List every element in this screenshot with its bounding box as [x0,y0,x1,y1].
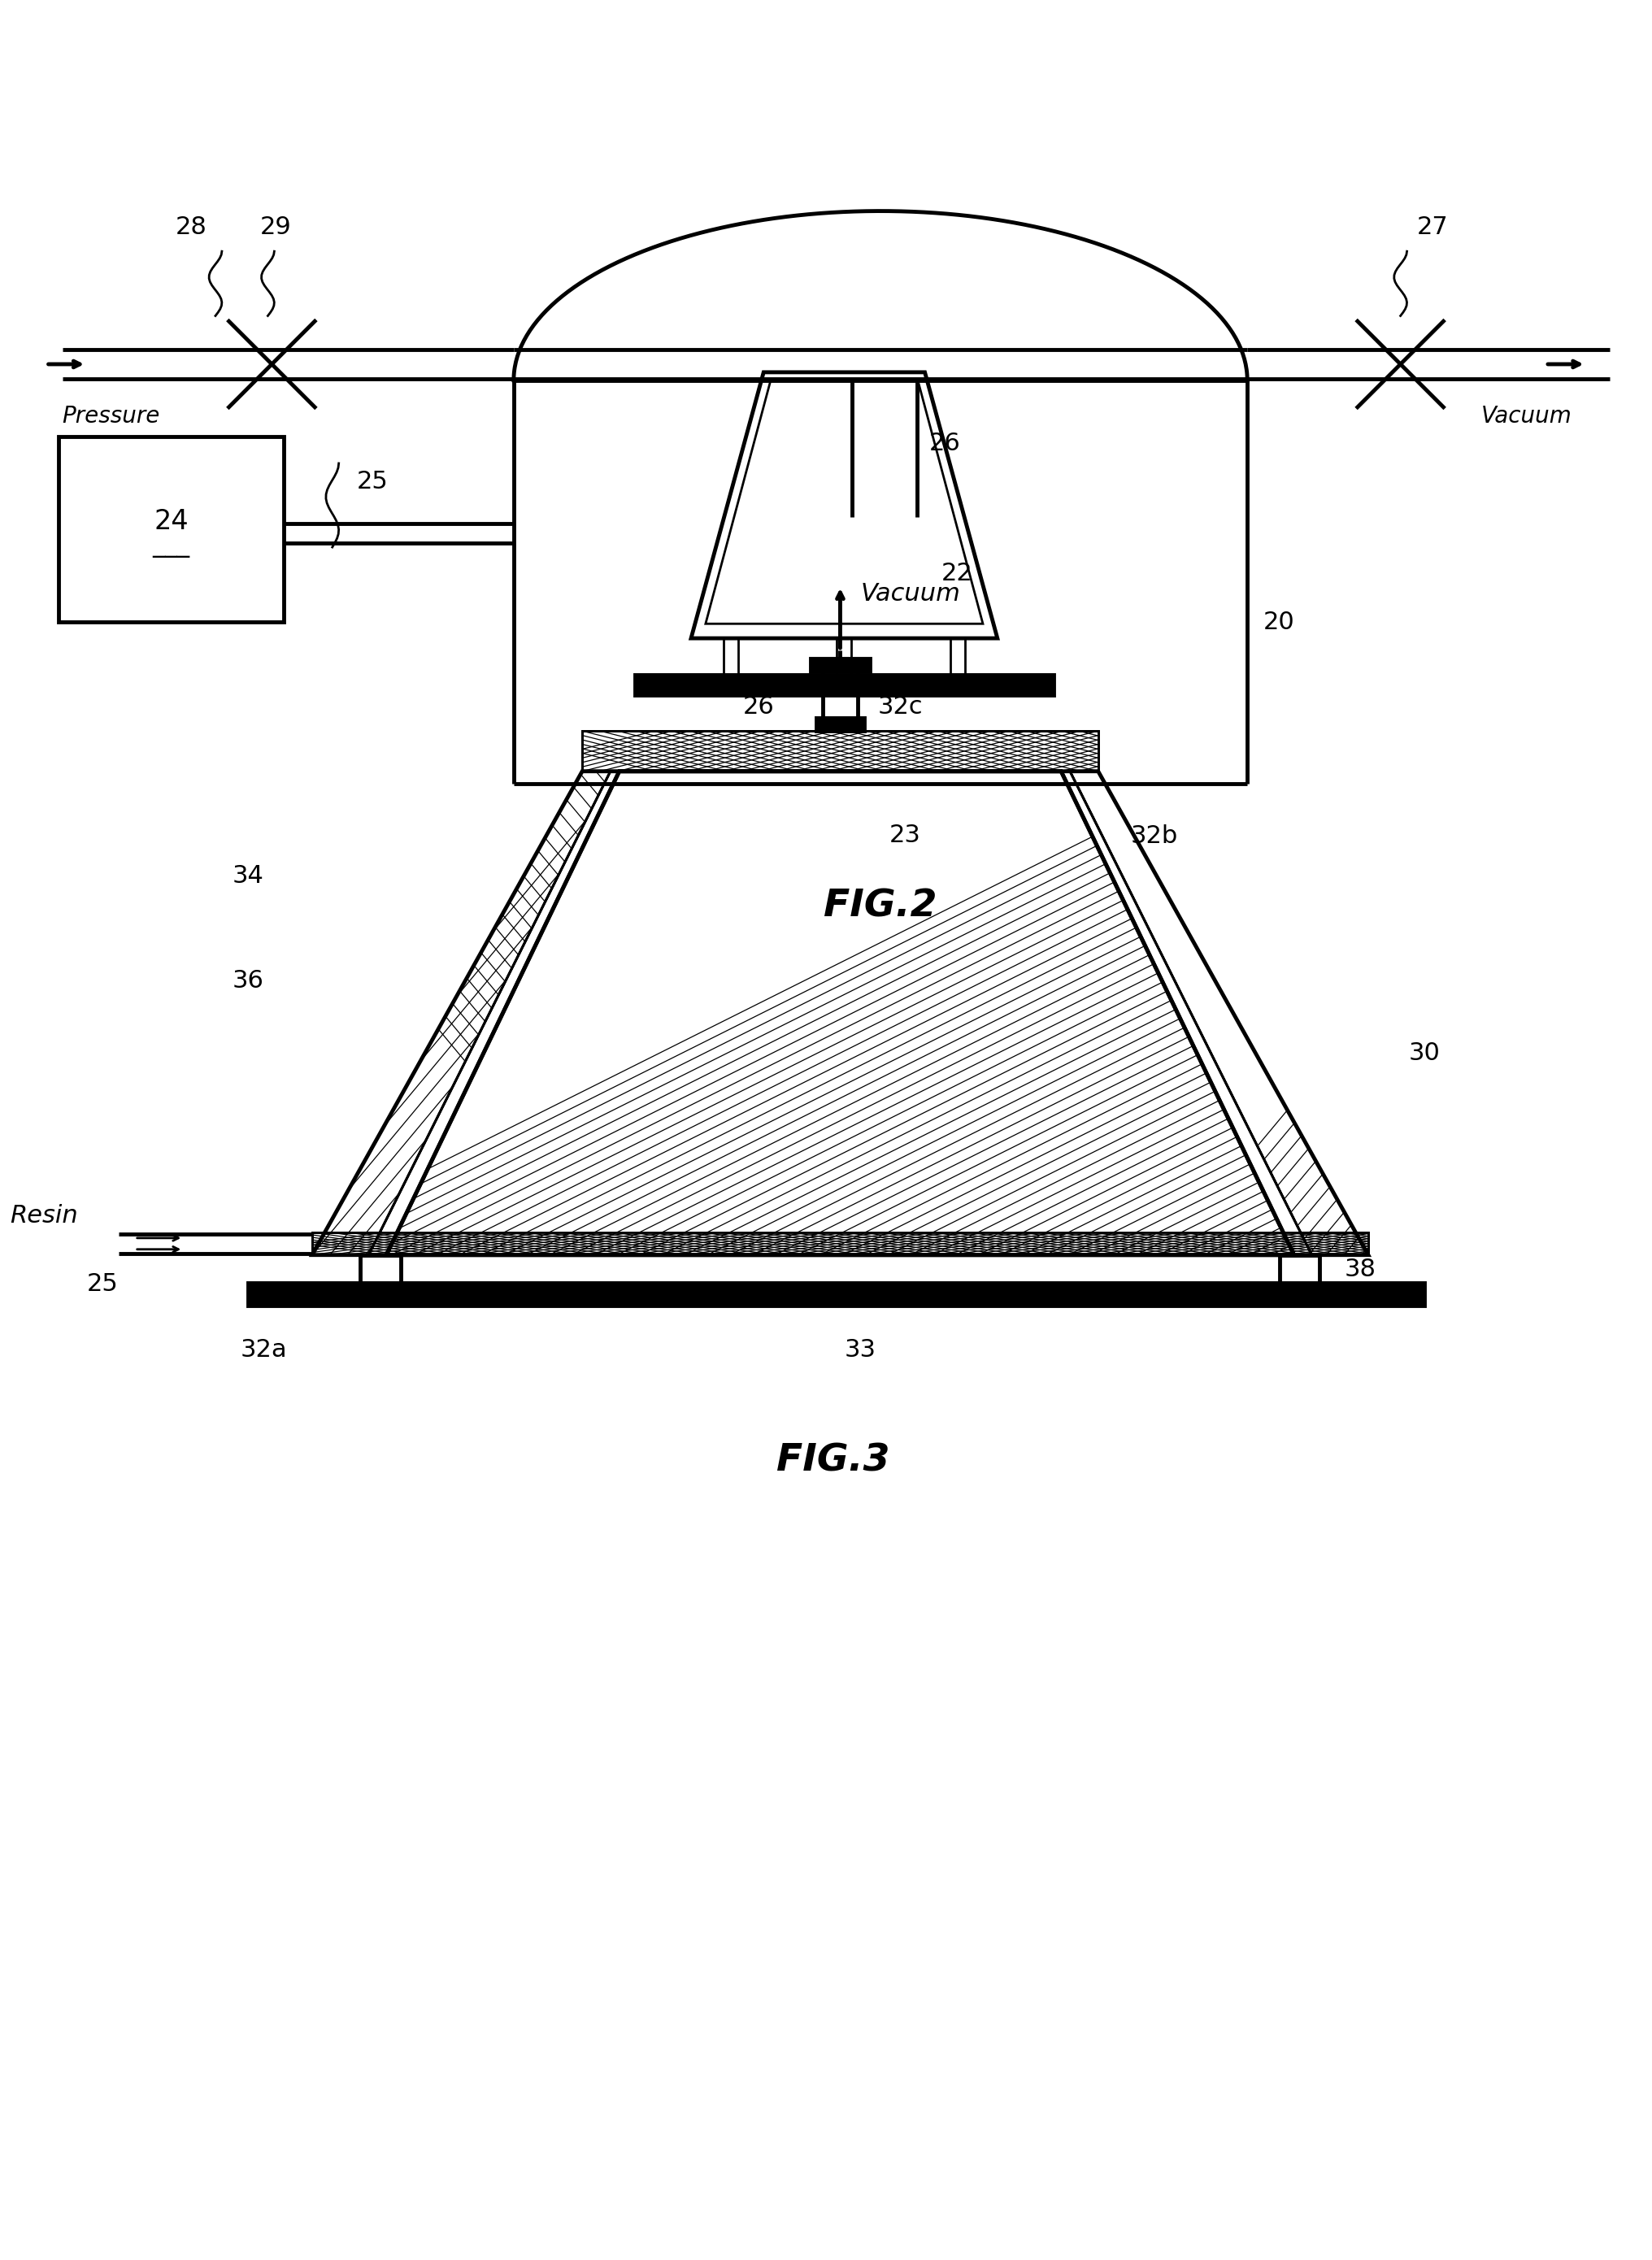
Polygon shape [1061,771,1312,1254]
Text: 30: 30 [1409,1042,1441,1064]
Text: 26: 26 [743,696,775,719]
Text: 38: 38 [1345,1257,1376,1281]
Polygon shape [691,373,998,637]
Text: Vacuum: Vacuum [1482,405,1573,427]
Text: FIG.2: FIG.2 [824,888,937,924]
Text: 27: 27 [1417,215,1449,240]
Text: 25: 25 [88,1272,119,1295]
Text: 26: 26 [928,432,960,454]
Text: 36: 36 [233,970,264,992]
Text: 20: 20 [1264,610,1295,635]
Polygon shape [705,380,983,624]
Text: 32a: 32a [240,1338,287,1363]
Bar [811,658,871,671]
Bar [360,1254,401,1284]
Text: Pressure: Pressure [63,405,160,427]
Text: 22: 22 [942,563,973,585]
Text: 33: 33 [844,1338,876,1363]
Text: ___: ___ [152,533,190,558]
Polygon shape [368,771,620,1254]
Text: 24: 24 [154,509,188,536]
Text: 32b: 32b [1130,825,1178,848]
Bar [634,673,1054,694]
Bar [816,719,864,730]
Polygon shape [312,1232,1368,1254]
Text: Resin: Resin [10,1205,78,1227]
Text: 23: 23 [889,823,920,848]
Polygon shape [312,771,611,1254]
Text: 32c: 32c [879,696,923,719]
Polygon shape [582,730,1099,771]
Text: 25: 25 [357,470,388,493]
Bar [1280,1254,1320,1284]
Text: FIG.3: FIG.3 [776,1442,890,1480]
Bar [248,1284,1424,1306]
Text: 28: 28 [175,215,206,240]
Polygon shape [1070,771,1368,1254]
Text: Vacuum: Vacuum [861,583,960,606]
Polygon shape [387,771,1294,1254]
Text: 34: 34 [233,863,264,888]
Bar [58,436,284,622]
Text: 29: 29 [259,215,292,240]
